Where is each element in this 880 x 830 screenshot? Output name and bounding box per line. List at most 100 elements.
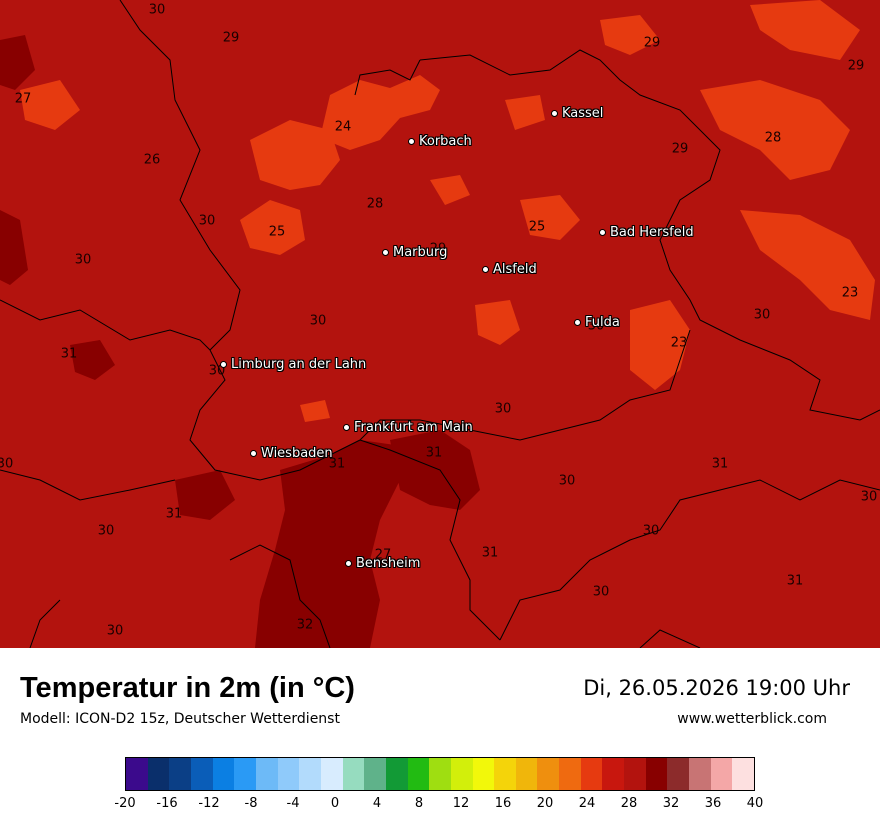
forecast-datetime: Di, 26.05.2026 19:00 Uhr xyxy=(583,676,850,700)
map-value: 29 xyxy=(429,241,447,257)
map-value: 29 xyxy=(643,35,661,51)
map-value: 27 xyxy=(374,547,392,563)
map-value: 30 xyxy=(198,213,216,229)
map-value: 25 xyxy=(528,219,546,235)
legend-color-segment xyxy=(234,758,256,790)
legend-tick-label: 40 xyxy=(746,796,764,811)
legend-tick-label: 36 xyxy=(704,796,722,811)
legend-color-segment xyxy=(429,758,451,790)
map-value: 30 xyxy=(148,2,166,18)
legend-color-segment xyxy=(494,758,516,790)
legend-color-segment xyxy=(472,758,495,790)
legend-tick-label: -16 xyxy=(156,796,178,811)
city-dot xyxy=(345,560,352,567)
map-value: 29 xyxy=(847,58,865,74)
legend-color-segment xyxy=(407,758,430,790)
map-value: 30 xyxy=(587,318,605,334)
map-title: Temperatur in 2m (in °C) xyxy=(20,672,355,704)
temperature-map: 30 29 29 29 27 24 26 29 28 30 28 25 25 3… xyxy=(0,0,880,648)
map-value: 30 xyxy=(0,456,14,472)
map-value: 30 xyxy=(753,307,771,323)
city-marker-bensheim: Bensheim xyxy=(345,556,420,571)
map-value: 30 xyxy=(97,523,115,539)
legend-tick-label: 4 xyxy=(372,796,382,811)
city-label: Frankfurt am Main xyxy=(354,420,473,435)
legend-tick-label: 20 xyxy=(536,796,554,811)
legend-tick-label: 8 xyxy=(414,796,424,811)
legend-color-segment xyxy=(645,758,668,790)
legend-color-segment xyxy=(515,758,538,790)
city-label: Kassel xyxy=(562,106,604,121)
model-info: Modell: ICON-D2 15z, Deutscher Wetterdie… xyxy=(20,711,340,727)
legend-color-segment xyxy=(169,758,191,790)
legend-color-segment xyxy=(559,758,581,790)
legend-color-segment xyxy=(667,758,690,790)
temperature-field xyxy=(0,0,880,648)
map-value: 29 xyxy=(222,30,240,46)
legend-color-segment xyxy=(190,758,213,790)
city-dot xyxy=(408,138,415,145)
legend-tick-label: -20 xyxy=(114,796,136,811)
city-marker-bad-hersfeld: Bad Hersfeld xyxy=(599,225,694,240)
legend-color-segment xyxy=(602,758,625,790)
map-value: 27 xyxy=(14,91,32,107)
legend-color-segment xyxy=(255,758,278,790)
map-value: 25 xyxy=(268,224,286,240)
legend-color-segment xyxy=(147,758,170,790)
legend-tick-label: 32 xyxy=(662,796,680,811)
legend-color-segment xyxy=(450,758,473,790)
legend-tick-label: -12 xyxy=(198,796,220,811)
map-value: 30 xyxy=(592,584,610,600)
legend-color-segment xyxy=(342,758,365,790)
legend-color-segment xyxy=(299,758,321,790)
legend-color-segment xyxy=(732,758,755,790)
map-value: 31 xyxy=(786,573,804,589)
legend-tick-label: -4 xyxy=(286,796,300,811)
legend-tick-label: 28 xyxy=(620,796,638,811)
map-value: 23 xyxy=(670,335,688,351)
legend-color-segment xyxy=(277,758,300,790)
city-dot xyxy=(551,110,558,117)
map-value: 26 xyxy=(143,152,161,168)
legend-color-segment xyxy=(364,758,386,790)
legend-color-segment xyxy=(689,758,711,790)
map-value: 31 xyxy=(328,456,346,472)
map-value: 31 xyxy=(425,445,443,461)
map-value: 30 xyxy=(309,313,327,329)
city-marker-korbach: Korbach xyxy=(408,134,472,149)
city-dot xyxy=(599,229,606,236)
map-value: 31 xyxy=(165,506,183,522)
legend-color-segment xyxy=(710,758,733,790)
legend-color-segment xyxy=(624,758,646,790)
city-marker-limburg: Limburg an der Lahn xyxy=(220,357,366,372)
city-label: Alsfeld xyxy=(493,262,537,277)
legend-tick-label: -8 xyxy=(244,796,258,811)
map-value: 30 xyxy=(642,523,660,539)
map-value: 29 xyxy=(671,141,689,157)
legend-color-segment xyxy=(537,758,560,790)
city-marker-fulda: Fulda xyxy=(574,315,620,330)
map-value: 24 xyxy=(334,119,352,135)
city-label: Bad Hersfeld xyxy=(610,225,694,240)
city-dot xyxy=(220,361,227,368)
map-footer: Temperatur in 2m (in °C) Modell: ICON-D2… xyxy=(0,648,880,830)
map-value: 30 xyxy=(558,473,576,489)
legend-tick-label: 0 xyxy=(330,796,340,811)
color-scale-ticks: -20 -16 -12 -8 -4 0 4 8 12 16 20 24 28 32 36 40 xyxy=(114,796,763,814)
legend-color-segment xyxy=(580,758,603,790)
city-marker-kassel: Kassel xyxy=(551,106,603,121)
map-value: 30 xyxy=(106,623,124,639)
color-scale-legend xyxy=(125,757,755,791)
map-value: 30 xyxy=(494,401,512,417)
legend-color-segment xyxy=(126,758,148,790)
map-value: 30 xyxy=(74,252,92,268)
city-label: Korbach xyxy=(419,134,472,149)
legend-color-segment xyxy=(385,758,408,790)
legend-color-segment xyxy=(212,758,235,790)
map-value: 30 xyxy=(860,489,878,505)
map-value: 28 xyxy=(764,130,782,146)
legend-color-segment xyxy=(320,758,343,790)
city-label: Bensheim xyxy=(356,556,421,571)
city-dot xyxy=(382,249,389,256)
city-dot xyxy=(343,424,350,431)
